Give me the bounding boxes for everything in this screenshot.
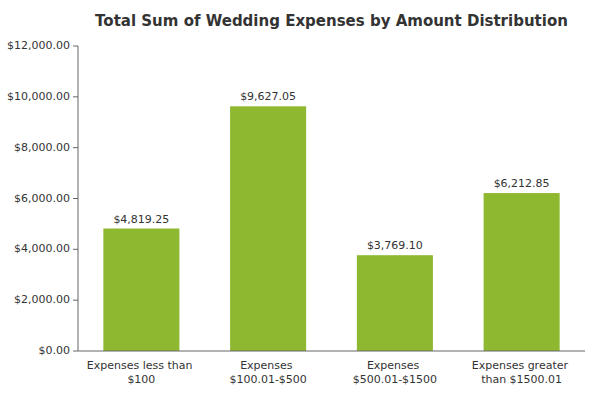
chart-container: Total Sum of Wedding Expenses by Amount … [0,0,601,409]
bar [230,106,306,351]
x-tick-label-line: $500.01-$1500 [353,373,437,386]
bar [103,229,179,351]
bar [484,193,560,351]
bars [103,106,559,351]
x-tick-label: Expenses $100.01-$500 [229,359,306,386]
y-axis: $0.00 $2,000.00 $4,000.00 $6,000.00 $8,000.0… [7,39,78,357]
x-axis-line [78,351,585,352]
x-tick-label: Expenses $500.01-$1500 [353,359,437,386]
y-tick-label: $6,000.00 [14,192,70,205]
data-label: $6,212.85 [494,177,550,190]
bar [357,255,433,351]
y-tick [73,96,78,97]
y-tick [73,300,78,301]
x-tick-label: Expenses greater than $1500.01 [472,359,572,386]
data-label: $3,769.10 [367,239,423,252]
x-tick-label-line: Expenses [240,359,296,372]
x-tick-label-line: $100.01-$500 [229,373,306,386]
x-tick-label: Expenses less than $100 [87,359,196,386]
y-tick-label: $8,000.00 [14,141,70,154]
data-label: $4,819.25 [113,213,169,226]
y-tick-label: $2,000.00 [14,293,70,306]
x-tick-label-line: than $1500.01 [481,373,562,386]
x-tick-label-line: $100 [127,373,155,386]
x-tick-label-line: Expenses greater [472,359,572,372]
y-axis-line [78,46,79,351]
y-tick [73,147,78,148]
x-tick-label-line: Expenses less than [87,359,196,372]
chart-svg: Total Sum of Wedding Expenses by Amount … [0,0,601,409]
x-tick-label-line: Expenses [367,359,423,372]
y-tick [73,46,78,47]
y-tick [73,198,78,199]
y-tick-label: $4,000.00 [14,242,70,255]
x-axis: Expenses less than $100 Expenses $100.01-… [87,359,572,386]
page: {"chart_data": {"type": "bar", "title": … [0,0,601,409]
data-labels: $4,819.25 $9,627.05 $3,769.10 $6,212.85 [113,90,549,252]
title: Total Sum of Wedding Expenses by Amount … [95,12,568,30]
data-label: $9,627.05 [240,90,296,103]
y-tick-label: $0.00 [39,344,71,357]
y-tick-label: $10,000.00 [7,90,70,103]
y-tick [73,249,78,250]
y-tick-label: $12,000.00 [7,39,70,52]
y-tick [73,351,78,352]
